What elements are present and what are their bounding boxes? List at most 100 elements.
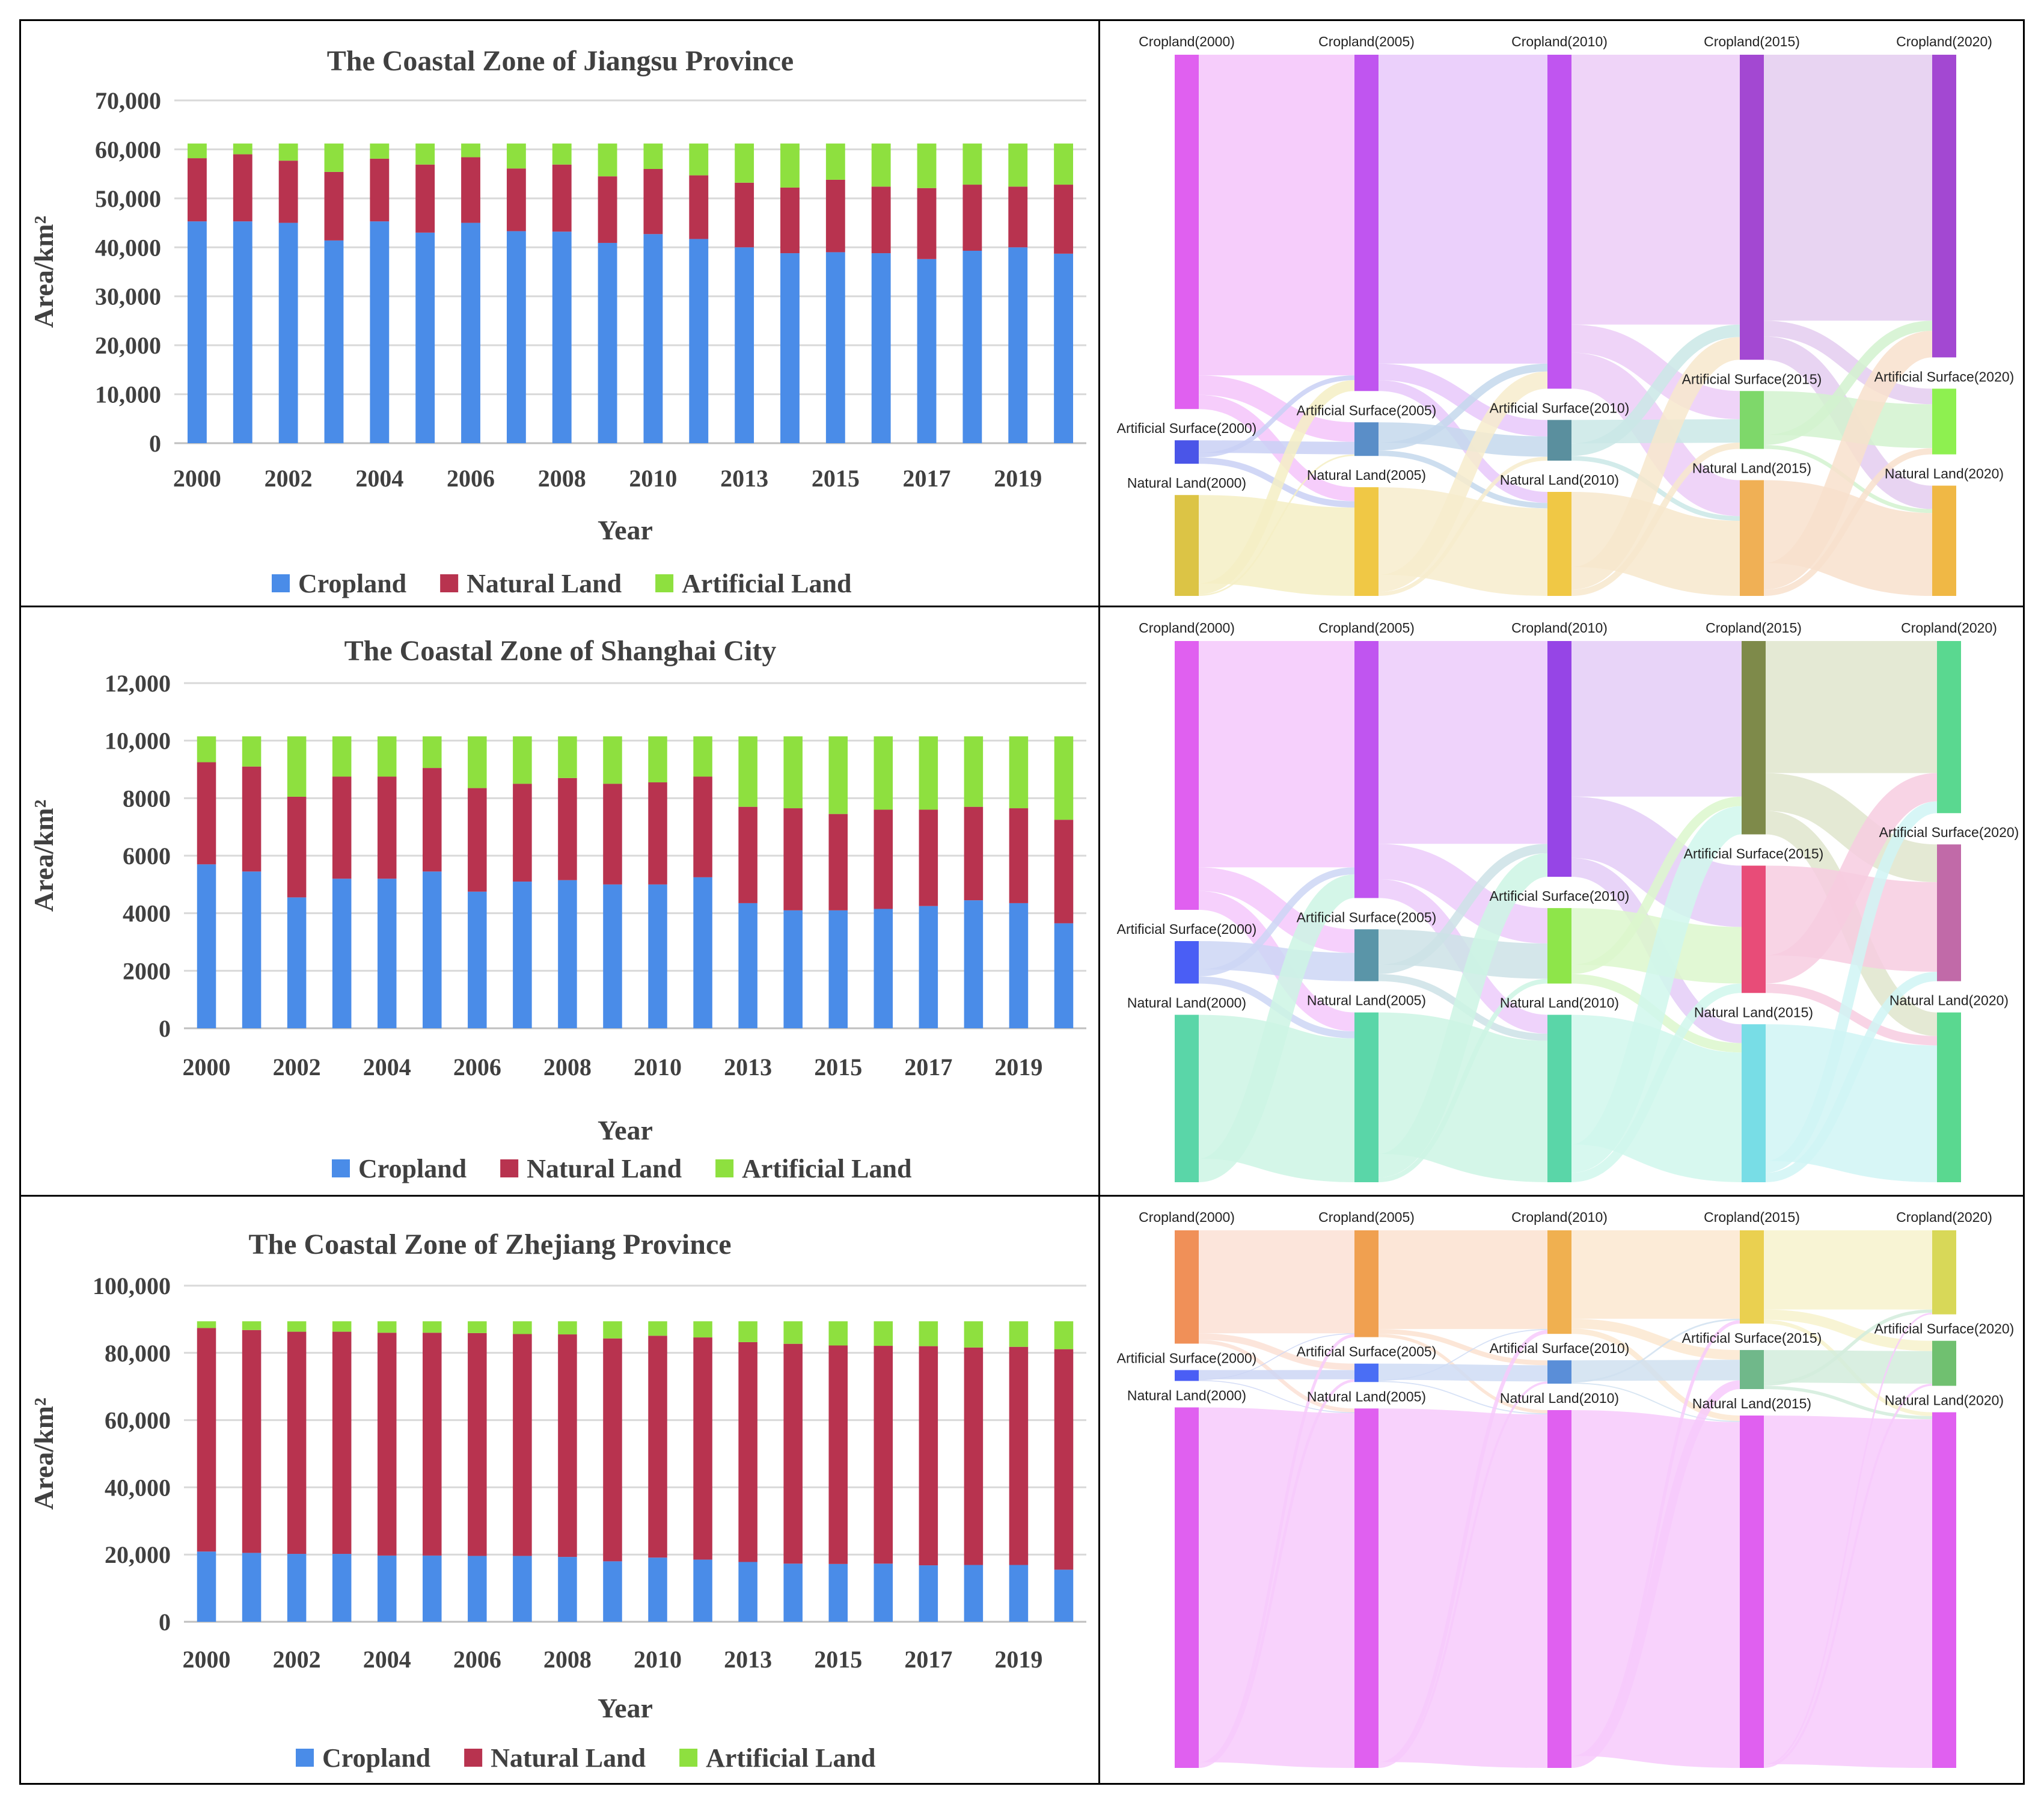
y-tick-label: 20,000	[105, 1541, 171, 1568]
chart-title: The Coastal Zone of Jiangsu Province	[327, 45, 794, 77]
sankey-node-label: Artificial Surface(2015)	[1682, 371, 1822, 387]
bar-segment-artificial-land	[324, 143, 344, 172]
bar-segment-cropland	[552, 232, 572, 443]
bar-segment-cropland	[287, 897, 307, 1028]
sankey-link	[1198, 867, 1355, 977]
legend-label: Natural Land	[491, 1743, 646, 1773]
bar-segment-natural-land	[828, 1345, 848, 1564]
y-tick-label: 40,000	[105, 1474, 171, 1501]
bar-segment-cropland	[377, 879, 397, 1028]
bar-segment-artificial-land	[648, 1321, 667, 1336]
sankey-node-label: Cropland(2010)	[1511, 1209, 1608, 1225]
sankey-node-label: Cropland(2015)	[1704, 1209, 1800, 1225]
bar-segment-cropland	[603, 1561, 622, 1622]
sankey-link	[1571, 1318, 1740, 1383]
sankey-link	[1198, 454, 1355, 596]
sankey-node	[1932, 1412, 1956, 1768]
legend-label: Natural Land	[467, 569, 622, 598]
chart-title: The Coastal Zone of Shanghai City	[344, 635, 777, 667]
sankey-node	[1547, 1014, 1571, 1182]
y-tick-label: 50,000	[95, 185, 161, 212]
sankey-node	[1175, 1230, 1199, 1344]
bar-segment-cropland	[287, 1554, 307, 1622]
panel-divider-vertical	[1098, 19, 1100, 1785]
bar-segment-natural-land	[187, 158, 207, 222]
bar-segment-artificial-land	[197, 1321, 216, 1328]
sankey-link	[1198, 1380, 1355, 1413]
x-tick-label: 2019	[994, 465, 1042, 492]
panel-divider-horizontal	[19, 606, 2025, 607]
x-tick-label: 2015	[814, 1054, 862, 1081]
bar-segment-natural-land	[468, 788, 487, 892]
sankey-link	[1378, 844, 1548, 974]
bar-segment-natural-land	[1054, 1349, 1074, 1570]
sankey-chart-zhejiang: Cropland(2000) Artificial Surface(2000) Na…	[1117, 1209, 2014, 1769]
sankey-node	[1547, 420, 1571, 461]
sankey-link	[1763, 1309, 1933, 1351]
sankey-link	[1763, 1313, 1933, 1766]
sankey-link	[1378, 929, 1548, 979]
sankey-node	[1740, 1415, 1764, 1768]
sankey-node	[1547, 908, 1571, 984]
bar-segment-artificial-land	[332, 736, 352, 777]
sankey-link	[1198, 380, 1355, 595]
sankey-node	[1175, 1014, 1199, 1182]
bar-segment-cropland	[242, 1553, 262, 1622]
x-tick-label: 2019	[994, 1646, 1042, 1673]
bar-segment-cropland	[648, 1557, 667, 1622]
bar-segment-cropland	[735, 247, 754, 443]
sankey-node	[1547, 1230, 1571, 1334]
bar-segment-natural-land	[643, 169, 663, 235]
sankey-node	[1742, 641, 1766, 835]
sankey-node-label: Natural Land(2010)	[1500, 472, 1619, 488]
sankey-node-label: Artificial Surface(2000)	[1117, 921, 1257, 937]
bar-segment-cropland	[506, 231, 526, 443]
sankey-node	[1354, 1230, 1378, 1337]
sankey-node-label: Cropland(2010)	[1511, 620, 1608, 636]
sankey-node-label: Natural Land(2005)	[1307, 1388, 1426, 1404]
bar-segment-artificial-land	[964, 736, 984, 807]
x-tick-label: 2015	[814, 1646, 862, 1673]
bar-segment-natural-land	[603, 1338, 622, 1562]
bar-segment-cropland	[825, 252, 845, 443]
bar-segment-cropland	[233, 221, 252, 443]
bar-segment-natural-land	[1009, 808, 1029, 903]
bar-segment-natural-land	[558, 778, 577, 880]
sankey-link	[1570, 1014, 1743, 1182]
sankey-node	[1742, 1024, 1766, 1182]
sankey-node-label: Natural Land(2000)	[1127, 1387, 1246, 1403]
bar-segment-natural-land	[783, 808, 803, 910]
bar-segment-artificial-land	[598, 143, 617, 177]
x-tick-label: 2017	[904, 1054, 952, 1081]
bar-segment-artificial-land	[287, 736, 307, 797]
bar-segment-natural-land	[558, 1334, 577, 1557]
x-tick-label: 2008	[538, 465, 586, 492]
y-tick-label: 60,000	[105, 1407, 171, 1434]
sankey-link	[1763, 1350, 1933, 1384]
bar-segment-natural-land	[964, 806, 984, 901]
bar-segment-artificial-land	[871, 143, 891, 187]
bar-segment-natural-land	[370, 158, 390, 222]
bar-segment-cropland	[513, 882, 532, 1028]
y-tick-label: 100,000	[93, 1272, 171, 1299]
sankey-link	[1763, 480, 1933, 596]
sankey-node	[1740, 391, 1764, 449]
sankey-node-label: Cropland(2005)	[1318, 620, 1415, 636]
sankey-node	[1740, 1230, 1764, 1324]
bar-segment-cropland	[1054, 1569, 1074, 1622]
sankey-node-label: Cropland(2000)	[1139, 620, 1235, 636]
bar-segment-artificial-land	[332, 1321, 352, 1332]
bar-segment-cropland	[964, 1565, 984, 1622]
sankey-link	[1378, 1329, 1548, 1381]
sankey-link	[1378, 363, 1548, 451]
bar-segment-cropland	[197, 864, 216, 1028]
sankey-chart-shanghai: Cropland(2000) Artificial Surface(2000) Na…	[1117, 620, 2019, 1183]
bar-segment-artificial-land	[783, 736, 803, 809]
sankey-node	[1932, 485, 1956, 596]
bar-segment-cropland	[513, 1556, 532, 1622]
sankey-node-label: Artificial Surface(2020)	[1874, 369, 2015, 384]
bar-segment-natural-land	[648, 782, 667, 885]
sankey-link	[1198, 440, 1355, 455]
bar-segment-cropland	[693, 877, 712, 1028]
bar-segment-natural-land	[513, 784, 532, 882]
